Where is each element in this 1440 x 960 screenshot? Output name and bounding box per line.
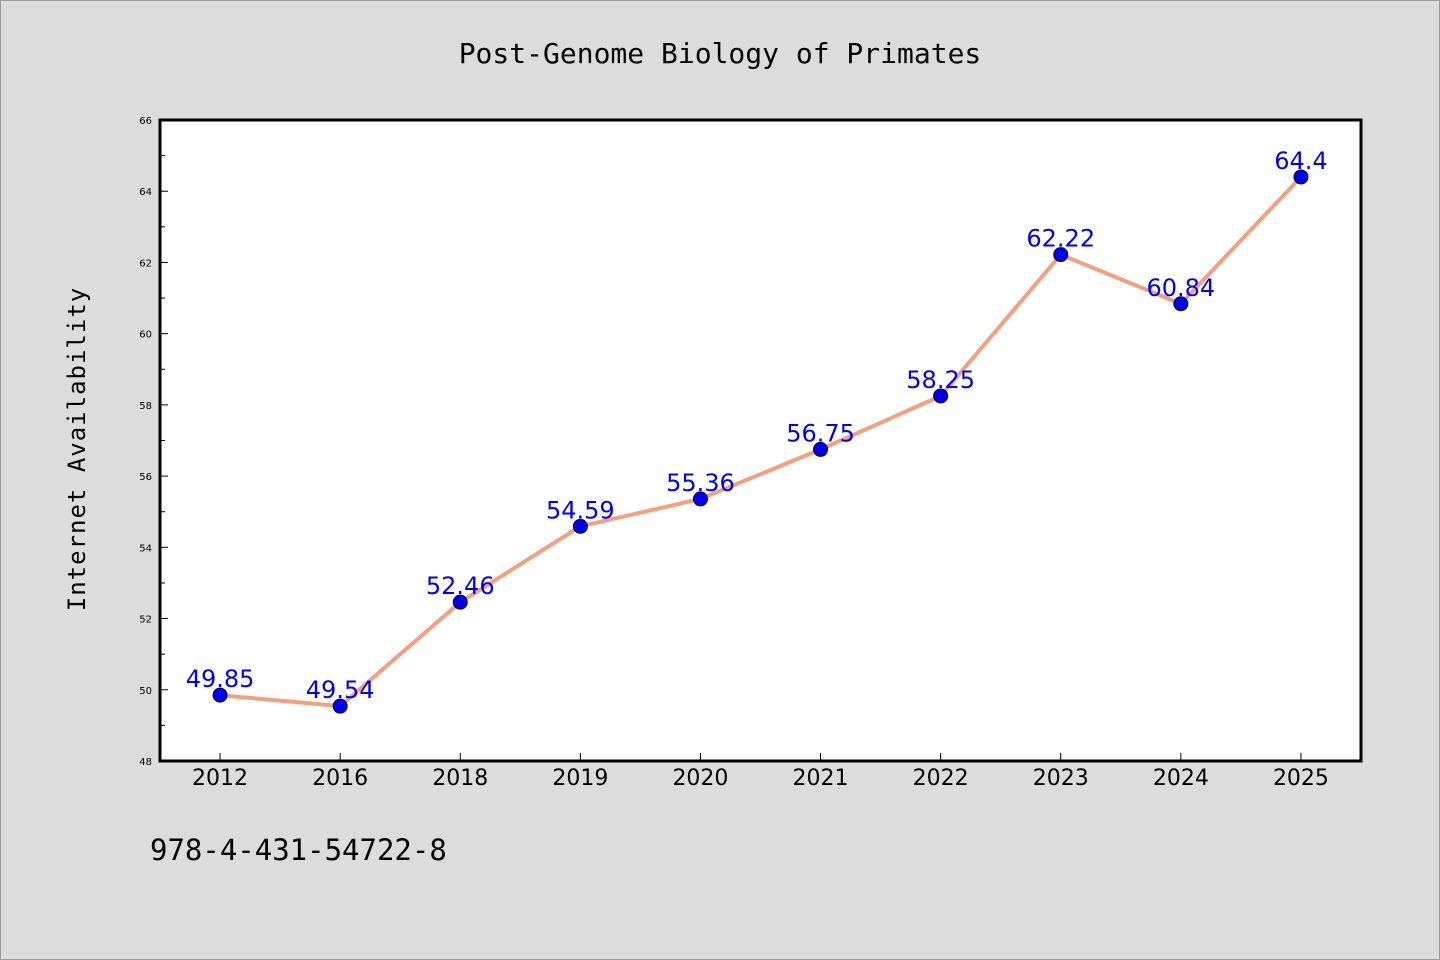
data-point-marker [212,687,228,703]
x-tick-label: 2024 [1153,766,1209,791]
chart-title: Post-Genome Biology of Primates [459,37,982,70]
x-tick-label: 2023 [1033,766,1089,791]
data-point-marker [452,594,468,610]
data-label: 49.54 [306,676,375,704]
data-label: 58.25 [906,366,975,394]
data-label: 49.85 [186,665,255,693]
data-label: 52.46 [426,572,495,600]
data-point-marker [332,698,348,714]
data-label: 55.36 [666,469,735,497]
y-tick-label: 50 [139,686,152,697]
y-tick-label: 54 [139,543,152,554]
plot-area [160,120,1361,761]
x-tick-label: 2025 [1273,766,1329,791]
data-label: 62.22 [1026,225,1095,253]
y-tick-label: 58 [139,401,152,412]
series-line [218,174,1303,709]
x-tick-label: 2020 [672,766,728,791]
y-tick-label: 62 [139,258,152,269]
x-tick-label: 2012 [192,766,248,791]
marker-group [212,169,1309,714]
plot-border [158,118,1363,763]
x-tick-label: 2022 [913,766,969,791]
y-tick-label: 64 [139,187,152,198]
y-tick-label: 60 [139,330,152,341]
data-point-marker [933,388,949,404]
data-label: 60.84 [1146,274,1215,302]
y-tick-label: 52 [139,615,152,626]
data-label: 54.59 [546,496,615,524]
isbn-footnote: 978-4-431-54722-8 [150,833,447,867]
data-point-marker [1053,247,1069,263]
data-point-marker [572,518,588,534]
data-point-marker [1173,296,1189,312]
x-tick-label: 2016 [312,766,368,791]
series-line-group [218,174,1303,709]
data-label-group: 49.85 49.54 52.46 54.59 55.36 56.75 58.25 62.22… [186,147,1328,704]
data-point-marker [813,441,829,457]
data-point-marker [692,491,708,507]
x-tick-label: 2021 [793,766,849,791]
y-axis-label: Internet Availability [63,287,91,611]
data-label: 56.75 [786,419,855,447]
y-tick-label: 56 [139,472,152,483]
x-tick-label: 2019 [552,766,608,791]
x-axis: 2012 2016 2018 2019 2020 2021 2022 2023 2024 2025 [192,753,1329,791]
data-label: 64.4 [1274,147,1327,175]
data-point-marker [1293,169,1309,185]
y-tick-label: 48 [139,757,152,768]
x-tick-label: 2018 [432,766,488,791]
y-tick-label: 66 [139,116,152,127]
